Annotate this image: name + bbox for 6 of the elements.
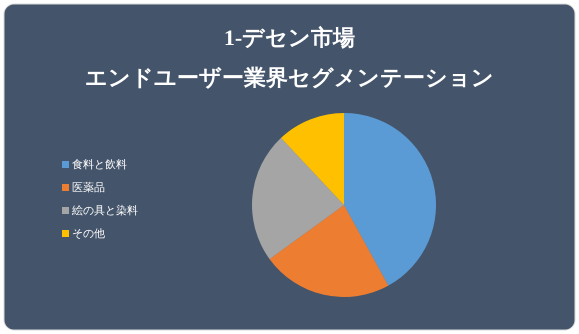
- legend-label: 医薬品: [72, 181, 105, 194]
- legend-label: その他: [72, 228, 105, 240]
- chart-subtitle: エンドユーザー業界セグメンテーション: [85, 65, 494, 90]
- chart-title: 1-デセン市場: [224, 25, 356, 50]
- legend-label: 食料と飲料: [72, 158, 127, 171]
- legend-label: 絵の具と染料: [71, 204, 138, 217]
